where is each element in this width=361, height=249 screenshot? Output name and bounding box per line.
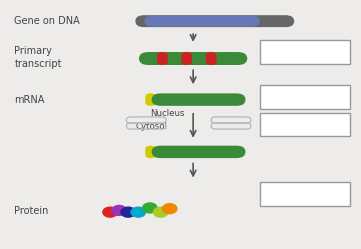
Text: mRNA: mRNA bbox=[14, 95, 45, 105]
Text: Step 2: Step 2 bbox=[289, 92, 321, 102]
FancyBboxPatch shape bbox=[145, 146, 156, 158]
FancyBboxPatch shape bbox=[260, 40, 350, 64]
FancyBboxPatch shape bbox=[152, 146, 245, 158]
Circle shape bbox=[143, 203, 157, 213]
Circle shape bbox=[103, 207, 117, 217]
FancyBboxPatch shape bbox=[260, 182, 350, 206]
FancyBboxPatch shape bbox=[181, 52, 192, 65]
Circle shape bbox=[131, 207, 145, 217]
FancyBboxPatch shape bbox=[145, 93, 156, 106]
FancyBboxPatch shape bbox=[152, 93, 245, 106]
Circle shape bbox=[162, 204, 177, 214]
Circle shape bbox=[121, 207, 135, 217]
FancyBboxPatch shape bbox=[260, 85, 350, 109]
Text: Protein: Protein bbox=[14, 206, 49, 216]
Text: Primary
transcript: Primary transcript bbox=[14, 46, 62, 69]
FancyBboxPatch shape bbox=[135, 15, 294, 27]
Text: Step 1: Step 1 bbox=[289, 47, 321, 57]
FancyBboxPatch shape bbox=[139, 52, 247, 65]
Text: Nucleus: Nucleus bbox=[150, 109, 184, 118]
Text: Gene on DNA: Gene on DNA bbox=[14, 16, 80, 26]
FancyBboxPatch shape bbox=[144, 16, 260, 27]
Text: Cytosol: Cytosol bbox=[135, 123, 167, 131]
Circle shape bbox=[153, 207, 168, 217]
Circle shape bbox=[112, 205, 126, 215]
FancyBboxPatch shape bbox=[260, 113, 350, 136]
Text: Step 4: Step 4 bbox=[289, 189, 321, 199]
Text: Step 3: Step 3 bbox=[289, 120, 321, 129]
FancyBboxPatch shape bbox=[206, 52, 217, 65]
FancyBboxPatch shape bbox=[157, 52, 168, 65]
